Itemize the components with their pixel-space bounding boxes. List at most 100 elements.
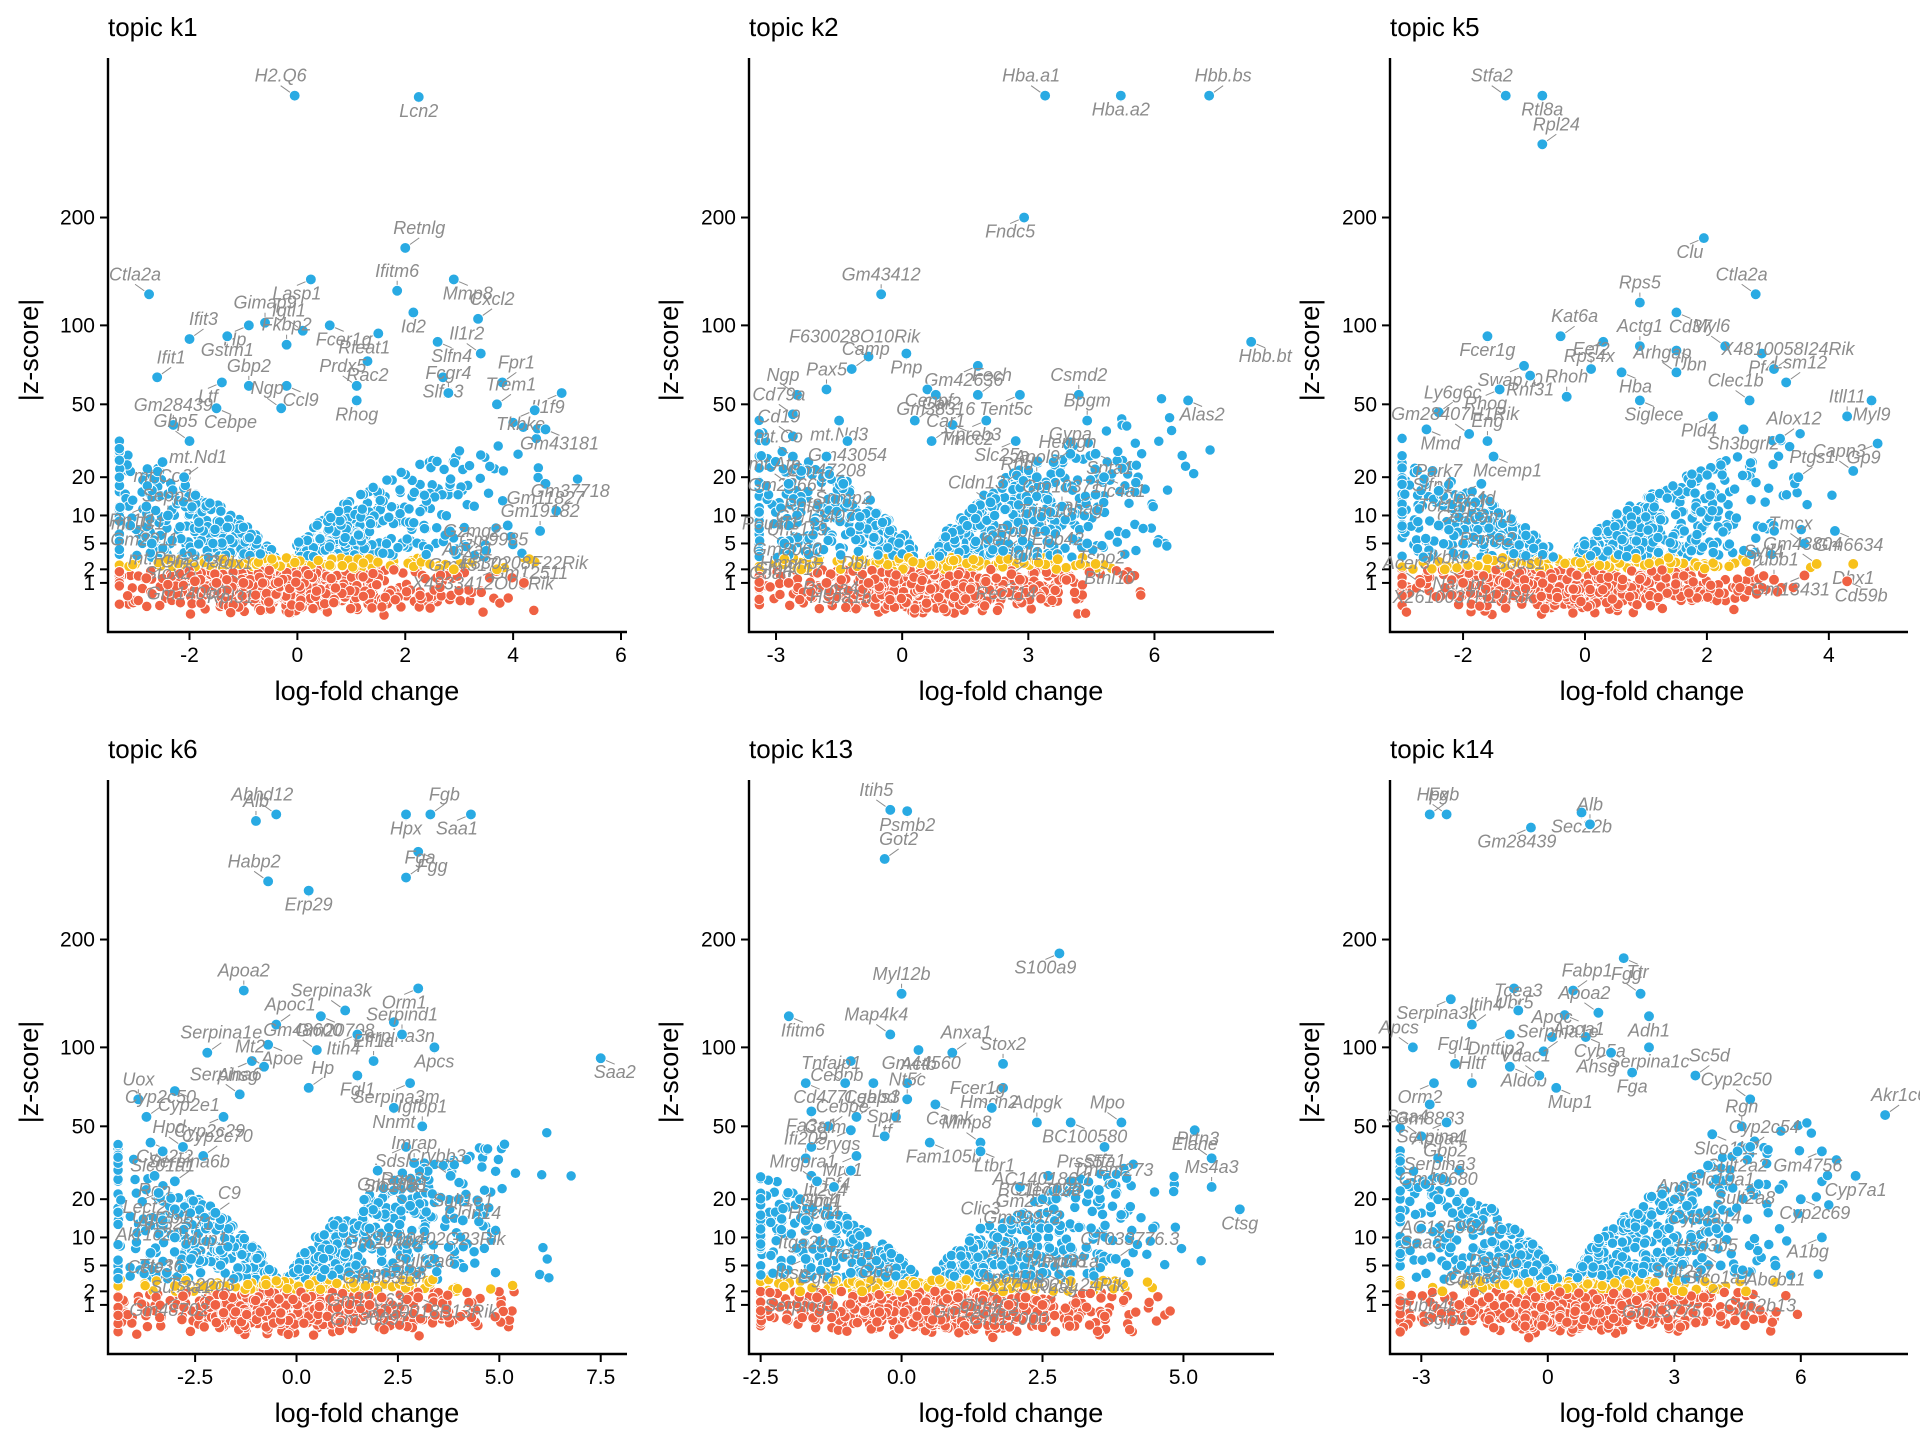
gene-label: Gm10371	[1022, 477, 1101, 497]
gene-point	[356, 503, 368, 515]
gene-label: Ifit3	[189, 309, 218, 329]
y-tick-label: 100	[60, 314, 95, 337]
gene-point	[938, 603, 950, 615]
panel-topic-k5: topic k5 log-fold change |z-score| 12510…	[1295, 12, 1908, 706]
gene-point	[1396, 520, 1408, 532]
gene-point	[1060, 574, 1073, 586]
gene-point	[1655, 514, 1667, 526]
gene-point	[307, 603, 319, 615]
gene-point	[438, 463, 450, 476]
gene-point	[403, 503, 415, 515]
gene-point	[924, 583, 937, 595]
gene-point	[184, 608, 197, 620]
gene-point	[952, 569, 964, 581]
gene-label: Fcgr4	[425, 363, 471, 383]
labeled-gene-point	[151, 371, 163, 384]
gene-point	[477, 606, 489, 618]
gene-point	[266, 553, 278, 565]
panel-title: topic k1	[108, 12, 198, 42]
gene-point	[1780, 489, 1793, 501]
gene-point	[1049, 584, 1061, 597]
labeled-gene-point	[237, 577, 250, 589]
gene-point	[381, 474, 393, 486]
gene-point	[532, 462, 544, 474]
gene-label: mt.Ts1	[111, 513, 164, 533]
gene-label: Fpr1	[498, 352, 535, 372]
gene-label: Fkbp2	[262, 315, 312, 335]
x-tick-label: -3	[767, 644, 786, 667]
gene-point	[347, 561, 359, 573]
gene-point	[448, 457, 461, 469]
gene-label: Hspa1b	[809, 587, 871, 607]
gene-point	[961, 520, 973, 532]
labeled-gene-point	[1749, 288, 1762, 301]
labeled-gene-point	[275, 402, 288, 415]
y-axis-title: |z-score|	[14, 1021, 44, 1124]
gene-point	[1624, 591, 1636, 603]
y-tick-label: 10	[713, 504, 736, 527]
gene-point	[1584, 550, 1597, 562]
gene-label: Ikbkb	[1428, 547, 1471, 567]
gene-point	[502, 592, 514, 604]
gene-point	[1763, 482, 1775, 494]
gene-point	[339, 531, 351, 544]
gene-point	[1730, 512, 1743, 524]
x-tick-label: 2.5	[383, 1366, 412, 1389]
gene-point	[528, 604, 540, 617]
gene-point	[400, 586, 413, 598]
gene-label: Fcer1g	[1459, 340, 1515, 360]
gene-point	[482, 487, 495, 499]
x-tick-label: 7.5	[586, 1366, 615, 1389]
gene-label: Eef2	[1573, 339, 1610, 359]
axis-lines	[106, 58, 627, 634]
y-tick-label: 50	[72, 393, 95, 416]
gene-point	[853, 520, 866, 532]
gene-point	[254, 604, 267, 616]
y-tick-label: 10	[1354, 504, 1377, 527]
gene-label: Csmd2	[1050, 365, 1107, 385]
gene-point	[1547, 551, 1559, 563]
gene-label: Clec1b	[1708, 370, 1764, 390]
gene-point	[293, 536, 305, 548]
gene-point	[376, 601, 388, 613]
labeled-gene-point	[1743, 394, 1756, 407]
gene-label: Rleat1	[338, 337, 390, 357]
gene-point	[272, 576, 285, 588]
gene-label: Tkbke	[496, 414, 545, 434]
gene-point	[1121, 420, 1133, 432]
gene-label: Ly6g6c	[1424, 382, 1482, 402]
gene-point	[920, 597, 933, 609]
gene-label: Rnf8	[784, 495, 822, 515]
labeled-gene-point	[1499, 577, 1512, 589]
gene-label: Sh3bgrl2	[1707, 433, 1779, 453]
labeled-gene-point	[1481, 435, 1494, 447]
gene-label: Bpgm	[1064, 391, 1111, 411]
gene-point	[1744, 457, 1757, 469]
gene-point	[1685, 545, 1698, 557]
gene-label: Fndc5	[985, 222, 1036, 242]
gene-point	[357, 571, 369, 583]
gene-label: Rhd	[1001, 454, 1035, 474]
gene-point	[460, 540, 472, 553]
labeled-gene-point	[140, 572, 153, 585]
y-tick-label: 5	[1365, 532, 1377, 555]
gene-point	[1535, 590, 1547, 603]
gene-point	[352, 529, 365, 541]
gene-point	[1135, 448, 1148, 460]
gene-point	[1155, 393, 1168, 405]
gene-label: Rpl24	[1533, 114, 1580, 134]
labeled-gene-point	[391, 284, 404, 297]
gene-label: Ptgs1	[1789, 447, 1835, 467]
gene-point	[1656, 564, 1668, 576]
labeled-gene-point	[820, 383, 833, 396]
gene-point	[484, 460, 496, 472]
gene-point	[1687, 576, 1699, 588]
gene-label: Trem1	[486, 374, 537, 394]
gene-point	[1702, 591, 1714, 603]
gene-point	[1662, 552, 1675, 564]
gene-point	[1100, 425, 1113, 437]
gene-label: Il1r2	[449, 324, 484, 344]
gene-label: Hba	[1619, 376, 1652, 396]
gene-label: Tmcx	[1768, 513, 1813, 533]
labeled-gene-point	[1051, 553, 1064, 566]
